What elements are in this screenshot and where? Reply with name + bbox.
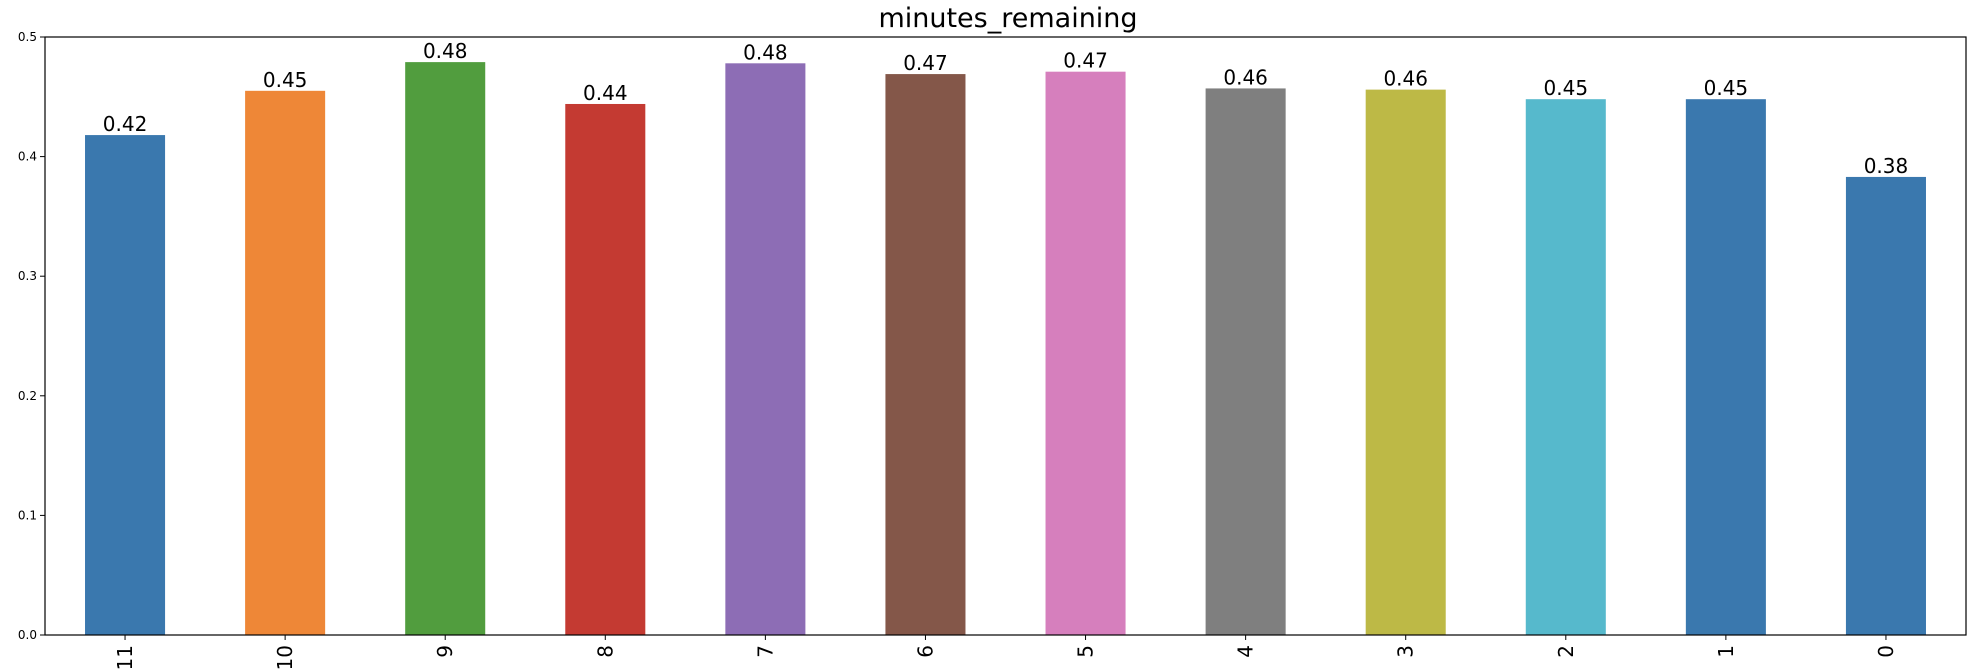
y-tick-label: 0.4: [18, 150, 37, 164]
bar-11: [85, 135, 166, 635]
data-label-9: 0.48: [423, 39, 468, 63]
y-tick-label: 0.2: [18, 389, 37, 403]
x-tick-label-2: 2: [1554, 645, 1578, 658]
bar-7: [725, 63, 806, 635]
bar-9: [405, 62, 486, 635]
x-tick-label-5: 5: [1074, 645, 1098, 658]
bar-8: [565, 103, 646, 635]
data-label-8: 0.44: [583, 81, 628, 105]
x-tick-label-0: 0: [1874, 645, 1898, 658]
bar-5: [1045, 71, 1126, 635]
y-tick-label: 0.0: [18, 628, 37, 642]
data-label-7: 0.48: [743, 40, 788, 64]
data-label-4: 0.46: [1223, 65, 1268, 89]
data-label-3: 0.46: [1383, 67, 1428, 91]
bar-6: [885, 74, 966, 636]
bar-3: [1365, 89, 1446, 635]
data-label-5: 0.47: [1063, 49, 1108, 73]
y-tick-label: 0.3: [18, 269, 37, 283]
data-label-11: 0.42: [103, 112, 148, 136]
bar-1: [1685, 99, 1766, 635]
bar-0: [1845, 176, 1926, 635]
x-tick-label-1: 1: [1714, 645, 1738, 658]
bar-4: [1205, 88, 1286, 636]
chart-title: minutes_remaining: [878, 3, 1137, 34]
data-label-1: 0.45: [1704, 76, 1749, 100]
data-label-10: 0.45: [263, 68, 308, 92]
plot-area-frame: [44, 36, 1967, 636]
x-tick-label-7: 7: [753, 645, 777, 658]
bars-layer: [85, 62, 1926, 636]
x-tick-label-9: 9: [433, 645, 457, 658]
bar-10: [245, 90, 326, 635]
data-label-6: 0.47: [903, 51, 948, 75]
x-tick-label-8: 8: [593, 645, 617, 658]
data-label-2: 0.45: [1544, 76, 1589, 100]
y-tick-label: 0.5: [18, 30, 37, 44]
data-labels-layer: 0.42 0.45 0.48 0.44 0.48 0.47 0.47 0.46 0.46 0.45…: [103, 39, 1908, 178]
x-tick-label-4: 4: [1234, 645, 1258, 658]
x-axis: 11 10 9 8 7 6 5 4 3 2 1 0: [113, 635, 1898, 670]
data-label-0: 0.38: [1864, 154, 1909, 178]
x-tick-label-11: 11: [113, 645, 137, 670]
x-tick-label-10: 10: [273, 645, 297, 670]
y-axis: 0.0 0.1 0.2 0.3 0.4 0.5: [18, 30, 45, 642]
bar-2: [1525, 99, 1606, 635]
x-tick-label-6: 6: [913, 645, 937, 658]
y-tick-label: 0.1: [18, 508, 37, 522]
x-tick-label-3: 3: [1394, 645, 1418, 658]
